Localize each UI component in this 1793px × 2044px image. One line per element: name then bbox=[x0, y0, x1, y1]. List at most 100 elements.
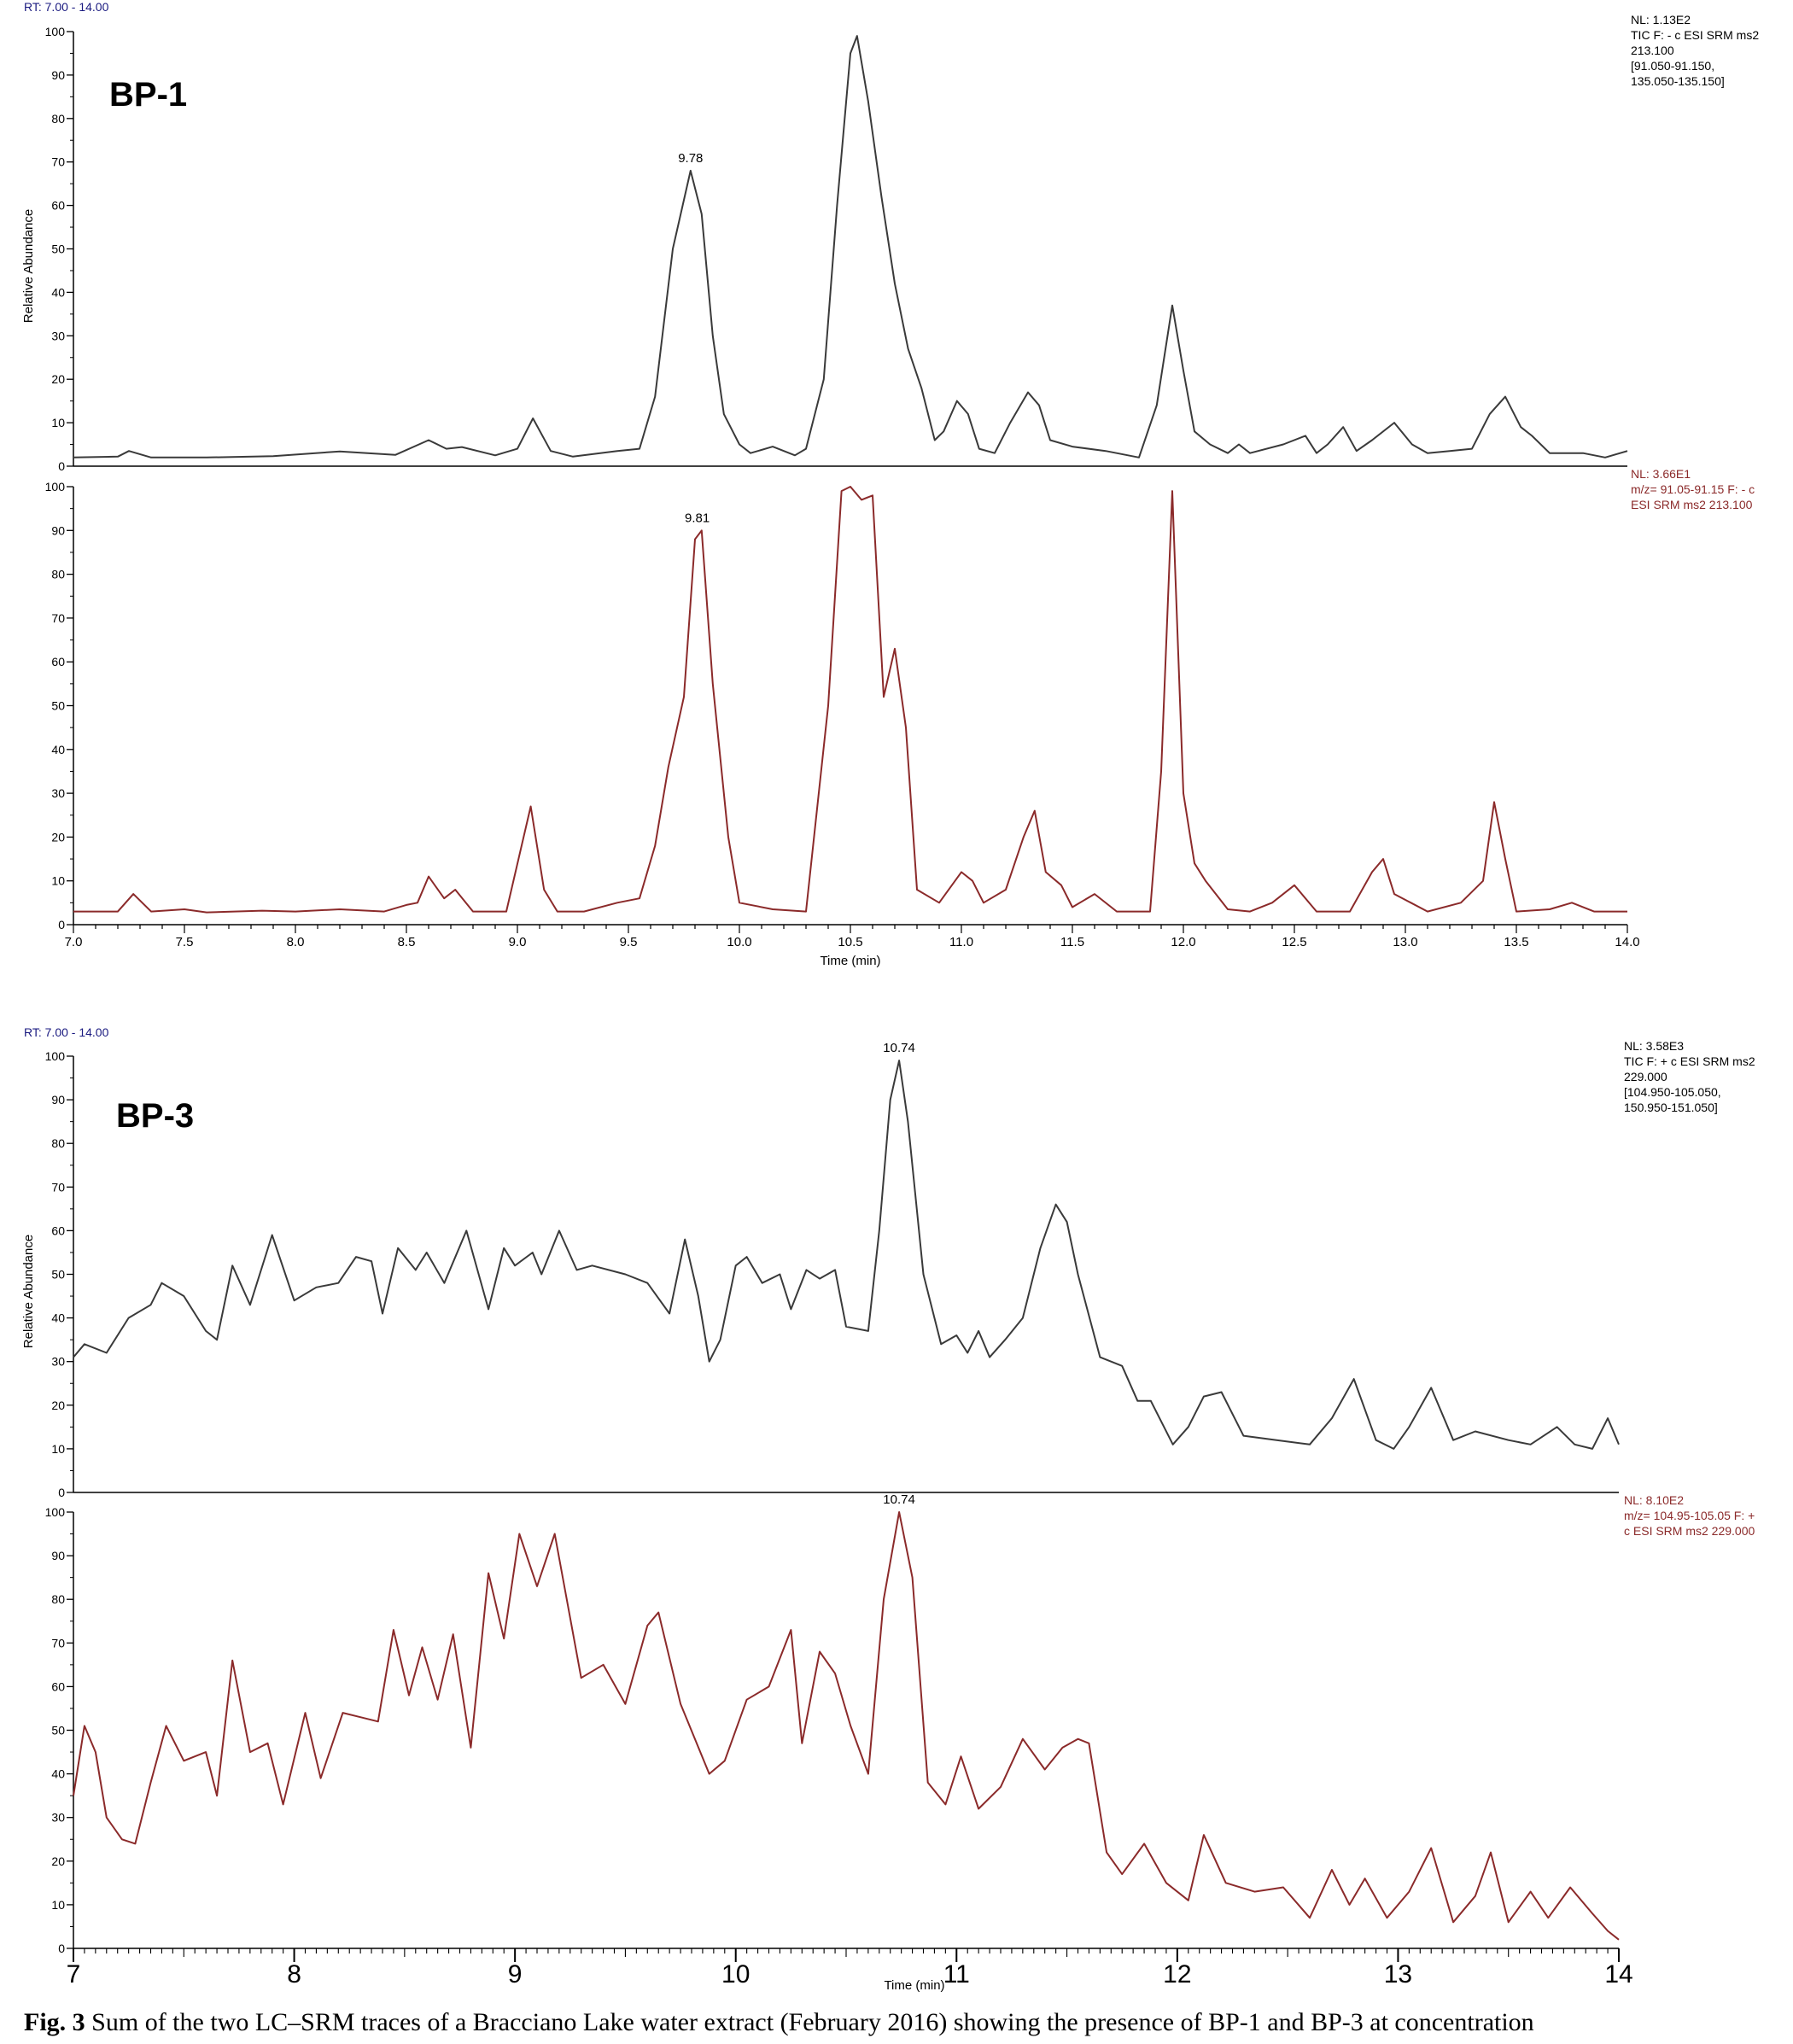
nl-info-line: 229.000 bbox=[1624, 1070, 1667, 1083]
x-tick-label: 13.5 bbox=[1504, 935, 1528, 949]
nl-info-line: 135.050-135.150] bbox=[1631, 74, 1725, 88]
y-tick-label: 100 bbox=[45, 1505, 66, 1519]
y-tick-label: 0 bbox=[58, 1942, 65, 1955]
x-tick-label: 12 bbox=[1163, 1960, 1191, 1989]
caption-text: Sum of the two LC–SRM traces of a Bracci… bbox=[91, 2008, 1534, 2036]
compound-label: BP-1 bbox=[109, 76, 187, 114]
nl-info-line: NL: 1.13E2 bbox=[1631, 13, 1691, 26]
y-tick-label: 80 bbox=[51, 568, 65, 581]
nl-info-line: 150.950-151.050] bbox=[1624, 1101, 1718, 1114]
peak-label: 10.74 bbox=[883, 1492, 915, 1507]
y-tick-label: 60 bbox=[51, 655, 65, 669]
x-tick-label: 11.0 bbox=[949, 935, 973, 949]
tic-trace-line bbox=[73, 35, 1628, 458]
nl-info-line: NL: 8.10E2 bbox=[1624, 1493, 1684, 1507]
srm-trace-line bbox=[73, 1511, 1620, 1941]
x-tick-label: 11.5 bbox=[1060, 935, 1084, 949]
y-tick-label: 100 bbox=[45, 480, 66, 493]
y-tick-label: 0 bbox=[58, 459, 65, 473]
x-tick-label: 8.0 bbox=[287, 935, 305, 949]
x-tick-label: 14.0 bbox=[1615, 935, 1639, 949]
x-tick-label: 14 bbox=[1604, 1960, 1632, 1989]
nl-info-line: m/z= 91.05-91.15 F: - c bbox=[1631, 482, 1755, 496]
y-axis-label: Relative Abundance bbox=[21, 209, 36, 323]
x-tick-label: 8.5 bbox=[398, 935, 416, 949]
y-tick-label: 60 bbox=[51, 1679, 65, 1693]
x-tick-label: 9.0 bbox=[509, 935, 527, 949]
x-tick-label: 7 bbox=[67, 1960, 81, 1989]
y-tick-label: 30 bbox=[51, 786, 65, 800]
y-tick-label: 70 bbox=[51, 1636, 65, 1650]
nl-info-line: TIC F: - c ESI SRM ms2 bbox=[1631, 28, 1759, 42]
nl-info-line: 213.100 bbox=[1631, 44, 1674, 57]
y-tick-label: 0 bbox=[58, 1486, 65, 1499]
x-tick-label: 13 bbox=[1384, 1960, 1412, 1989]
nl-info-line: ESI SRM ms2 213.100 bbox=[1631, 498, 1753, 511]
nl-info-line: [91.050-91.150, bbox=[1631, 59, 1714, 73]
x-tick-label: 7.5 bbox=[176, 935, 194, 949]
x-tick-label: 12.0 bbox=[1171, 935, 1195, 949]
y-tick-label: 100 bbox=[45, 25, 66, 38]
y-tick-label: 20 bbox=[51, 1399, 65, 1412]
x-tick-label: 12.5 bbox=[1282, 935, 1306, 949]
x-tick-label: 9 bbox=[508, 1960, 523, 1989]
tic-trace-line bbox=[73, 1060, 1620, 1450]
y-tick-label: 30 bbox=[51, 1811, 65, 1825]
y-tick-label: 0 bbox=[58, 918, 65, 931]
y-tick-label: 60 bbox=[51, 1223, 65, 1237]
x-tick-label: 11 bbox=[943, 1960, 970, 1989]
y-tick-label: 40 bbox=[51, 1767, 65, 1781]
y-tick-label: 80 bbox=[51, 1136, 65, 1150]
y-tick-label: 10 bbox=[51, 874, 65, 888]
y-tick-label: 10 bbox=[51, 1898, 65, 1912]
y-axis-label: Relative Abundance bbox=[21, 1235, 36, 1348]
y-tick-label: 20 bbox=[51, 1854, 65, 1868]
y-tick-label: 50 bbox=[51, 699, 65, 713]
y-tick-label: 40 bbox=[51, 285, 65, 299]
peak-label: 9.78 bbox=[678, 151, 703, 166]
y-tick-label: 90 bbox=[51, 523, 65, 537]
y-tick-label: 70 bbox=[51, 611, 65, 625]
y-tick-label: 90 bbox=[51, 68, 65, 82]
x-tick-label: 9.5 bbox=[620, 935, 638, 949]
compound-label: BP-3 bbox=[116, 1097, 194, 1135]
nl-info-line: c ESI SRM ms2 229.000 bbox=[1624, 1524, 1755, 1538]
y-tick-label: 30 bbox=[51, 329, 65, 342]
x-axis-label: Time (min) bbox=[820, 954, 880, 968]
y-tick-label: 50 bbox=[51, 242, 65, 256]
y-tick-label: 10 bbox=[51, 1442, 65, 1456]
rt-range-label: RT: 7.00 - 14.00 bbox=[24, 1025, 109, 1039]
y-tick-label: 40 bbox=[51, 743, 65, 756]
y-tick-label: 100 bbox=[45, 1049, 66, 1063]
y-tick-label: 70 bbox=[51, 155, 65, 169]
x-tick-label: 10.5 bbox=[838, 935, 862, 949]
y-tick-label: 60 bbox=[51, 199, 65, 213]
x-tick-label: 13.0 bbox=[1393, 935, 1417, 949]
y-tick-label: 50 bbox=[51, 1724, 65, 1737]
x-axis-label: Time (min) bbox=[884, 1978, 944, 1993]
y-tick-label: 40 bbox=[51, 1311, 65, 1325]
rt-range-label: RT: 7.00 - 14.00 bbox=[24, 0, 109, 14]
y-tick-label: 70 bbox=[51, 1180, 65, 1194]
y-tick-label: 20 bbox=[51, 372, 65, 386]
x-tick-label: 8 bbox=[287, 1960, 301, 1989]
x-tick-label: 7.0 bbox=[65, 935, 83, 949]
y-tick-label: 30 bbox=[51, 1355, 65, 1369]
y-tick-label: 10 bbox=[51, 416, 65, 429]
y-tick-label: 50 bbox=[51, 1268, 65, 1282]
nl-info-line: m/z= 104.95-105.05 F: + bbox=[1624, 1509, 1755, 1522]
nl-info-line: NL: 3.58E3 bbox=[1624, 1039, 1684, 1053]
y-tick-label: 80 bbox=[51, 112, 65, 126]
y-tick-label: 20 bbox=[51, 830, 65, 844]
caption-label: Fig. 3 bbox=[24, 2008, 85, 2036]
x-tick-label: 10 bbox=[721, 1960, 750, 1989]
nl-info-line: NL: 3.66E1 bbox=[1631, 467, 1691, 481]
y-tick-label: 90 bbox=[51, 1093, 65, 1107]
y-tick-label: 80 bbox=[51, 1592, 65, 1606]
srm-trace-line bbox=[73, 486, 1627, 914]
nl-info-line: [104.950-105.050, bbox=[1624, 1085, 1721, 1099]
peak-label: 10.74 bbox=[883, 1041, 915, 1055]
figure-caption: Fig. 3 Sum of the two LC–SRM traces of a… bbox=[24, 2008, 1783, 2037]
x-tick-label: 10.0 bbox=[727, 935, 751, 949]
